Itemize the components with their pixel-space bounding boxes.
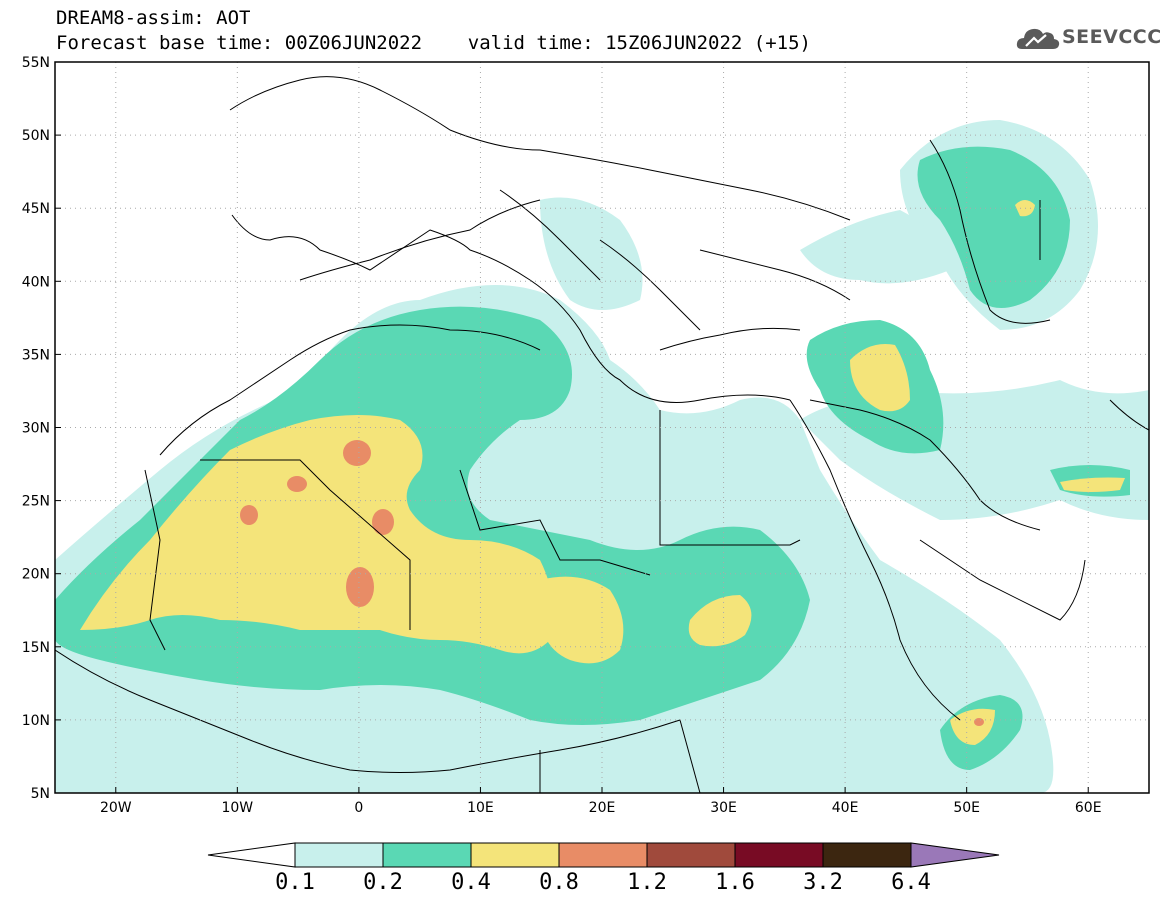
longitude-tick-labels: 20W 10W 0 10E 20E 30E 40E 50E 60E [100, 787, 1102, 816]
latitude-label: 15N [22, 640, 50, 656]
colorbar-label: 0.8 [539, 870, 579, 895]
colorbar-label: 6.4 [891, 870, 931, 895]
longitude-label: 50E [953, 800, 980, 816]
colorbar-swatch [558, 842, 648, 868]
latitude-tick-labels: 55N 50N 45N 40N 35N 30N 25N 20N 15N 10N 5N [22, 55, 61, 802]
latitude-label: 25N [22, 494, 50, 510]
latitude-label: 10N [22, 713, 50, 729]
colorbar [207, 842, 1000, 868]
graticule [55, 62, 1149, 793]
logo-text: SEEVCCC [1062, 26, 1162, 48]
colorbar-swatch [822, 842, 912, 868]
colorbar-label: 1.6 [715, 870, 755, 895]
latitude-label: 50N [22, 128, 50, 144]
colorbar-swatch [646, 842, 736, 868]
latitude-label: 45N [22, 201, 50, 217]
longitude-label: 60E [1075, 800, 1102, 816]
chart-title: DREAM8-assim: AOT [56, 7, 251, 29]
longitude-label: 30E [710, 800, 737, 816]
country-borders [55, 76, 1149, 793]
latitude-label: 40N [22, 274, 50, 290]
seevccc-logo: SEEVCCC [1016, 22, 1161, 58]
longitude-label: 20E [589, 800, 616, 816]
longitude-label: 40E [832, 800, 859, 816]
colorbar-swatch [734, 842, 824, 868]
colorbar-swatch [382, 842, 472, 868]
latitude-label: 20N [22, 567, 50, 583]
colorbar-label: 0.1 [275, 870, 315, 895]
longitude-label: 10E [467, 800, 494, 816]
longitude-label: 10W [221, 800, 253, 816]
colorbar-high-triangle [910, 842, 1000, 868]
chart-subtitle: Forecast base time: 00Z06JUN2022 valid t… [56, 32, 811, 54]
latitude-label: 30N [22, 421, 50, 437]
colorbar-swatch [294, 842, 384, 868]
aot-contour-0-8 [240, 440, 984, 726]
aot-contour-0-4 [80, 200, 1125, 745]
longitude-label: 0 [354, 800, 363, 816]
colorbar-label: 1.2 [627, 870, 667, 895]
colorbar-low-triangle [207, 842, 296, 868]
colorbar-label: 0.4 [451, 870, 491, 895]
longitude-label: 20W [100, 800, 132, 816]
latitude-label: 5N [31, 786, 50, 802]
colorbar-label: 3.2 [803, 870, 843, 895]
latitude-label: 35N [22, 347, 50, 363]
colorbar-swatch [470, 842, 560, 868]
cloud-icon [1016, 28, 1060, 49]
colorbar-label: 0.2 [363, 870, 403, 895]
latitude-label: 55N [22, 55, 50, 71]
